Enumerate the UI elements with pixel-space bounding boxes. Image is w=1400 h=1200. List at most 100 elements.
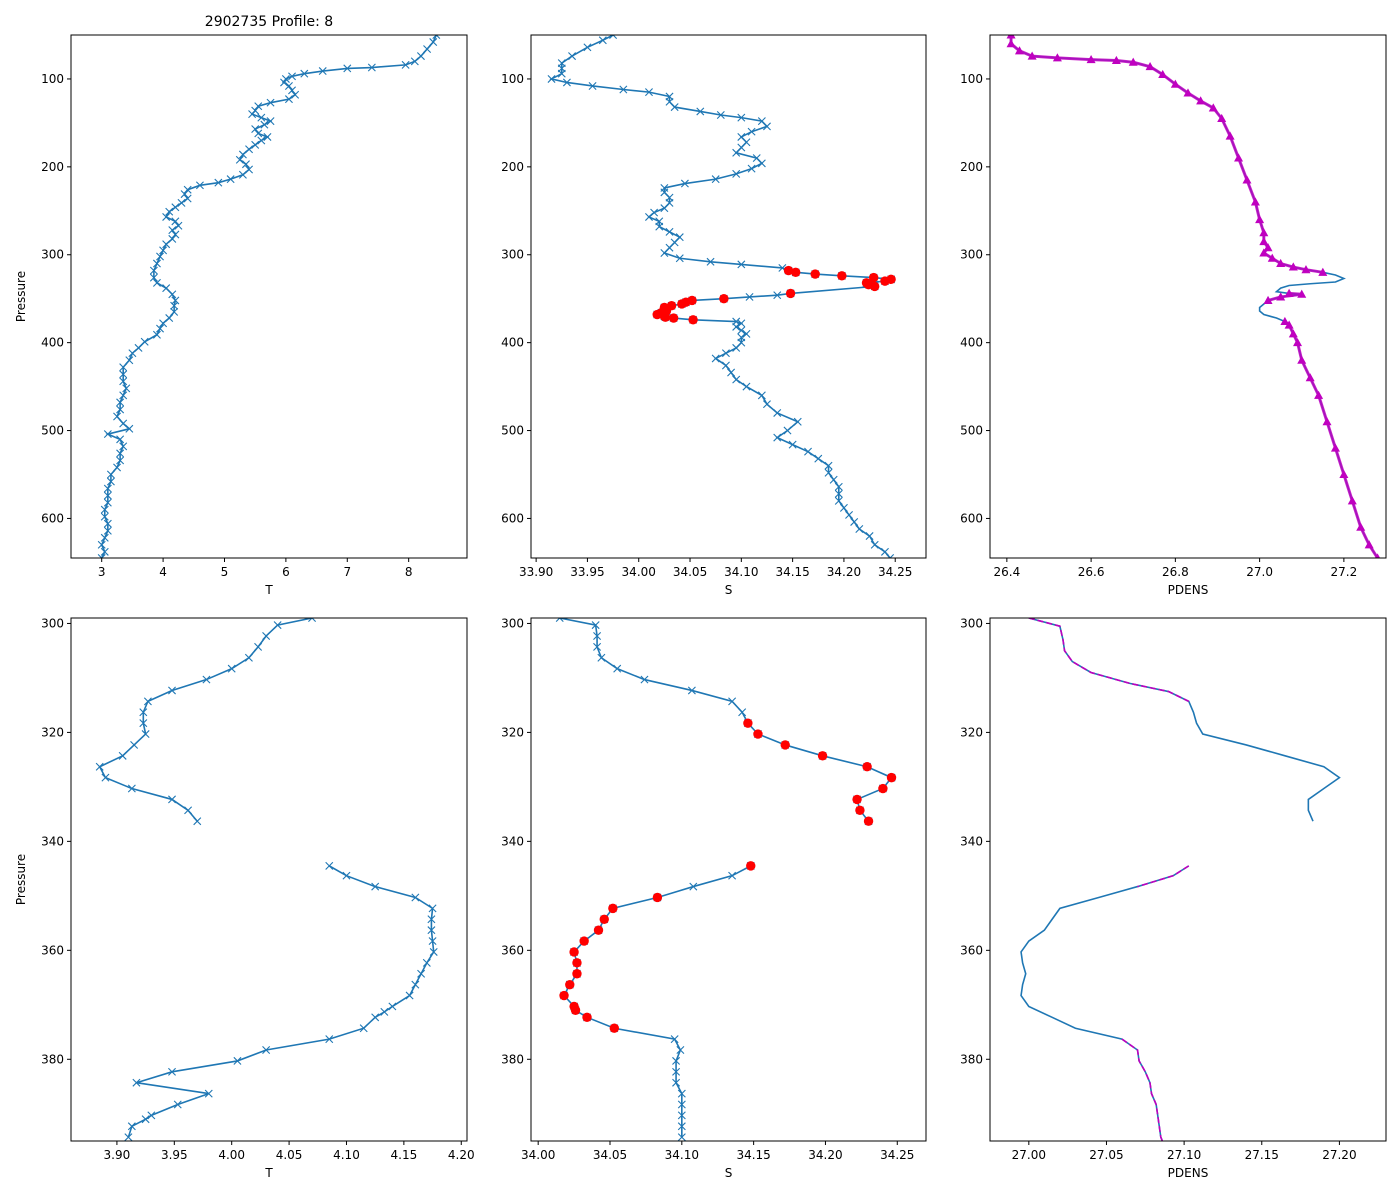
x-marker (165, 314, 174, 323)
x-marker (106, 477, 115, 486)
x-marker (132, 1078, 141, 1087)
flagged-point (837, 271, 847, 281)
y-tick-label: 380 (41, 1052, 64, 1066)
x-marker (116, 435, 125, 444)
flagged-point (608, 903, 618, 914)
x-marker (193, 817, 202, 826)
flagged-point (886, 772, 897, 783)
x-marker (557, 69, 566, 78)
flagged-point (868, 272, 879, 283)
x-marker (103, 519, 112, 528)
y-tick-label: 200 (41, 160, 64, 174)
flagged-point (572, 958, 582, 968)
x-marker (432, 35, 441, 39)
x-marker (204, 1089, 213, 1098)
x-marker (170, 301, 179, 310)
x-tick-label: 4 (159, 565, 167, 579)
x-marker (254, 102, 263, 111)
x-marker (241, 160, 250, 169)
x-marker (156, 324, 165, 333)
panel-top-salinity: 33.90 33.95 34.00 34.05 34.10 34.15 34.20 34.25… (501, 34, 927, 597)
x-marker (737, 260, 746, 269)
x-marker (591, 621, 600, 630)
x-marker (762, 122, 771, 131)
x-axis-label: T (264, 583, 273, 597)
flagged-point (743, 718, 753, 728)
y-tick-label: 400 (501, 336, 524, 350)
panel-top-temperature: 3 4 5 6 7 8 100 200 300 400 500 600 T Pressure 2902735… (14, 14, 468, 597)
x-marker (687, 686, 696, 695)
x-tick-label: 26.4 (993, 565, 1020, 579)
x-marker (732, 343, 741, 352)
y-tick-label: 320 (960, 725, 983, 739)
x-marker (195, 181, 204, 190)
x-marker (677, 1100, 686, 1109)
flagged-point (880, 276, 890, 286)
x-marker (119, 391, 128, 400)
x-tick-label: 27.2 (1331, 565, 1358, 579)
x-marker (388, 1002, 397, 1011)
x-marker (429, 947, 438, 956)
x-marker (793, 417, 802, 426)
flagged-point (780, 740, 790, 750)
y-tick-label: 320 (41, 725, 64, 739)
x-marker (100, 505, 109, 514)
x-tick-label: 4.10 (333, 1148, 360, 1162)
x-marker (732, 148, 741, 157)
x-marker (737, 319, 746, 328)
y-tick-label: 400 (960, 336, 983, 350)
x-marker (162, 284, 171, 293)
density-magenta-0 (1028, 618, 1190, 703)
x-tick-label: 27.00 (1012, 1148, 1046, 1162)
x-marker (130, 740, 139, 749)
y-axis-label: Pressure (14, 271, 28, 322)
x-marker (116, 405, 125, 414)
panel-bottom-temperature: 3.90 3.95 4.00 4.05 4.10 4.15 4.20 300 320 340 360… (14, 616, 475, 1180)
x-marker (97, 540, 106, 549)
x-marker (359, 1024, 368, 1033)
x-marker (855, 525, 864, 533)
x-marker (260, 120, 269, 129)
x-tick-label: 26.8 (1162, 565, 1189, 579)
x-marker (422, 958, 431, 967)
x-marker (251, 140, 260, 149)
x-marker (839, 503, 848, 512)
x-axis-label: T (264, 1166, 273, 1180)
x-marker (757, 391, 766, 400)
x-marker (343, 64, 352, 73)
axes-frame (530, 34, 927, 559)
x-marker (677, 1111, 686, 1120)
density-overlay-1 (1267, 291, 1304, 302)
flagged-point (870, 281, 880, 292)
plot-area (555, 618, 897, 1141)
x-marker (284, 81, 293, 90)
plot-area (547, 35, 896, 558)
x-tick-label: 6 (282, 565, 290, 579)
x-marker (696, 107, 705, 116)
flagged-point (660, 312, 671, 322)
x-marker (125, 424, 134, 433)
flagged-point (810, 269, 820, 279)
x-tick-label: 4.20 (448, 1148, 475, 1162)
x-tick-label: 26.6 (1078, 565, 1105, 579)
x-marker (318, 67, 327, 76)
chart-title: 2902735 Profile: 8 (205, 14, 333, 30)
x-marker (644, 88, 653, 97)
x-marker (147, 1111, 156, 1120)
x-marker (226, 175, 235, 184)
x-marker (613, 664, 622, 673)
x-tick-label: 34.05 (673, 565, 707, 579)
x-marker (308, 618, 317, 622)
flagged-point (582, 1012, 592, 1023)
flagged-point (599, 914, 609, 924)
x-marker (149, 273, 158, 282)
x-marker (670, 103, 679, 112)
flagged-point (753, 729, 763, 739)
x-marker (141, 1115, 150, 1124)
x-marker (568, 52, 577, 61)
axes-frame (989, 34, 1387, 559)
x-marker (180, 190, 189, 199)
x-tick-label: 34.00 (521, 1148, 555, 1162)
x-marker (672, 1067, 681, 1076)
